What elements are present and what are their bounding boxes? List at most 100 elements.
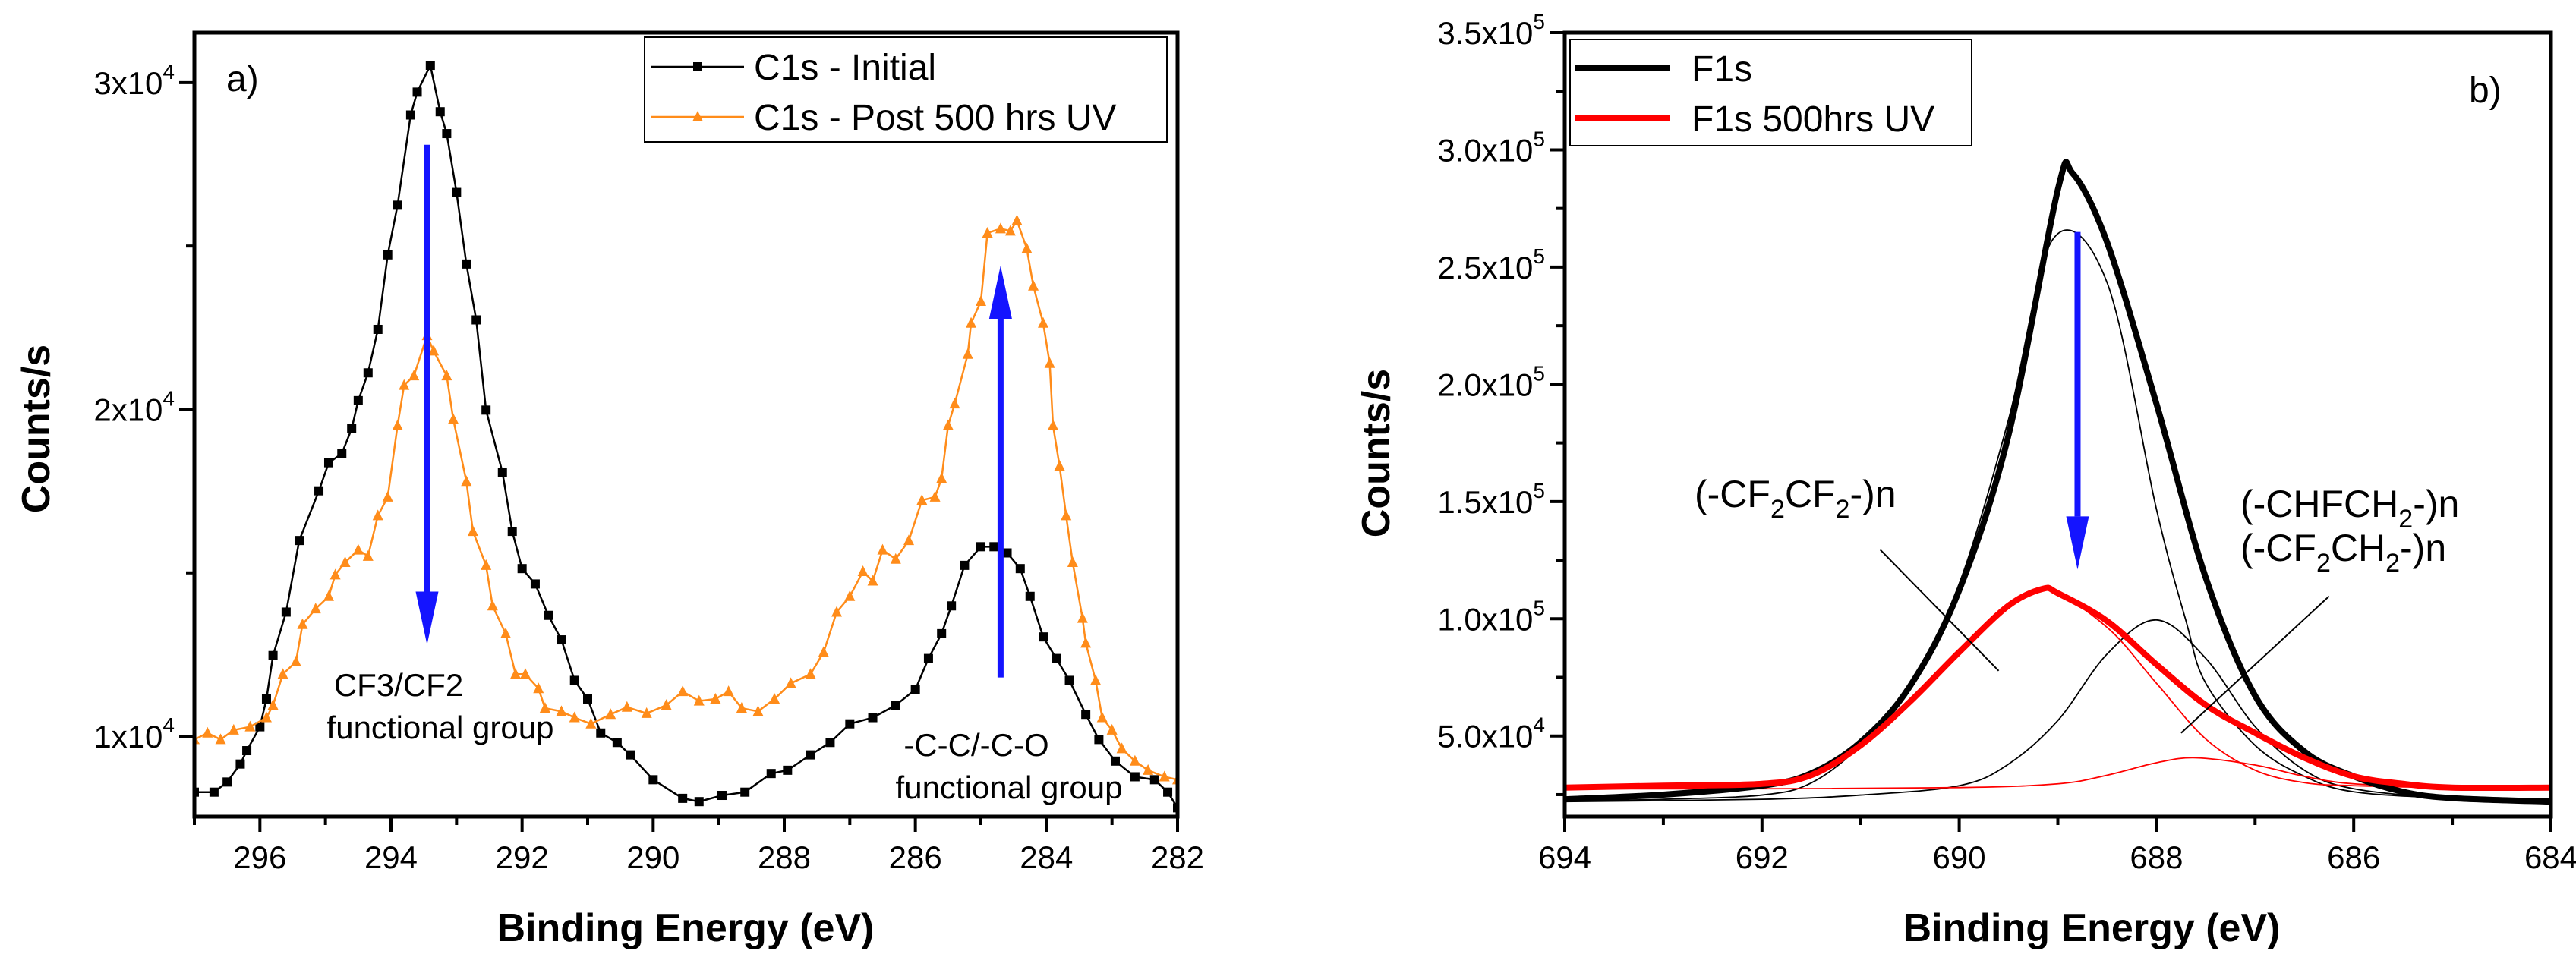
x-tick-label: 694 [1538,839,1591,875]
data-point-triangle [736,702,747,713]
text-part: (-CF [1695,473,1770,515]
annotation-cf2ch2: (-CF2CH2-)n [2240,527,2446,578]
data-point-triangle [621,701,632,712]
data-point-square [373,324,383,334]
decrease-arrow-head [2066,516,2089,570]
data-point-triangle [929,490,941,502]
plot-frame [1562,30,2553,819]
data-point-square [596,728,606,738]
data-point-triangle [962,348,973,359]
data-point-triangle [1143,764,1154,775]
data-point-triangle [277,668,288,679]
data-point-square [261,694,271,704]
data-point-triangle [805,668,816,679]
subscript: 2 [2385,549,2400,578]
data-point-triangle [461,475,472,486]
data-point-square [1064,675,1074,685]
x-tick-label: 690 [1933,839,1986,875]
data-point-square [347,424,357,433]
data-point-square [295,536,304,546]
data-point-square [569,675,579,685]
data-point-triangle [785,677,796,688]
data-point-triangle [916,494,928,505]
data-point-triangle [539,702,550,713]
data-point-square [412,87,422,97]
data-point-triangle [936,472,947,483]
data-point-triangle [1129,754,1140,766]
data-point-square [910,685,920,694]
data-point-triangle [408,370,420,381]
data-point-square [583,694,592,704]
text-part: -)n [1849,473,1896,515]
y-tick-base: 2.0x10 [1437,367,1533,402]
y-tick-base: 5.0x10 [1437,719,1533,754]
data-point-triangle [260,711,272,723]
data-point-triangle [1090,674,1102,685]
annotation-functional-group: functional group [327,710,554,745]
data-point-square [242,746,252,756]
data-point-triangle [661,699,672,710]
data-point-square [544,610,553,620]
data-point-triangle [1011,214,1023,225]
data-point-square [648,775,658,785]
legend: F1s F1s 500hrs UV [1569,39,1972,146]
x-tick-label: 686 [2327,839,2380,875]
y-tick-exponent: 4 [162,713,175,737]
data-point-triangle [831,606,843,617]
data-point-triangle [362,549,374,561]
data-point-square [626,750,635,760]
data-point-triangle [1047,419,1058,430]
legend-box [1569,39,1972,146]
x-tick-label: 290 [626,839,679,875]
subscript: 2 [1836,495,1850,524]
fit-component-line [1565,619,2551,803]
text-part: -)n [2413,483,2459,525]
annotation-cf3-cf2: CF3/CF2 [334,667,463,703]
data-point-triangle [448,413,459,424]
data-point-square [678,793,688,803]
data-point-square [1149,775,1159,785]
data-point-triangle [1061,509,1072,521]
data-point-triangle [1004,225,1016,236]
y-tick-base: 3x10 [93,65,162,101]
y-tick-exponent: 5 [1533,244,1545,268]
y-tick-base: 3.0x10 [1437,132,1533,168]
data-point-square [868,713,878,723]
subscript: 2 [2398,505,2413,534]
data-point-triangle [857,565,869,577]
data-point-square [323,458,333,468]
data-point-square [740,787,750,797]
data-point-triangle [323,590,334,601]
panel-label-a: a) [226,59,259,99]
data-point-square [209,787,219,797]
data-point-square [806,750,815,760]
data-point-square [517,564,527,574]
data-point-triangle [1021,242,1033,253]
y-tick-exponent: 4 [1533,713,1545,737]
y-tick-exponent: 5 [1533,361,1545,385]
data-point-square [194,787,199,797]
data-point-triangle [310,603,321,614]
data-point-triangle [556,705,567,716]
panel-label-b: b) [2469,71,2502,111]
subscript: 2 [1770,495,1785,524]
data-point-triangle [244,720,256,732]
data-point-triangle [215,733,226,745]
y-tick-base: 2x10 [93,392,162,427]
increase-arrow-head [988,266,1012,320]
y-tick-label: 2.0x105 [1437,361,1545,402]
data-point-square [976,542,985,552]
data-point-triangle [966,316,977,328]
data-point-triangle [399,379,410,390]
data-point-square [1163,787,1173,797]
data-point-triangle [1106,723,1118,735]
data-point-triangle [693,694,705,706]
y-tick-label: 3x104 [93,60,175,101]
data-point-square [825,738,835,748]
legend-box [644,36,1168,143]
data-point-square [462,259,471,269]
data-point-square [891,701,900,710]
plot-frame [192,30,1180,819]
legend-label: C1s - Initial [754,48,936,88]
